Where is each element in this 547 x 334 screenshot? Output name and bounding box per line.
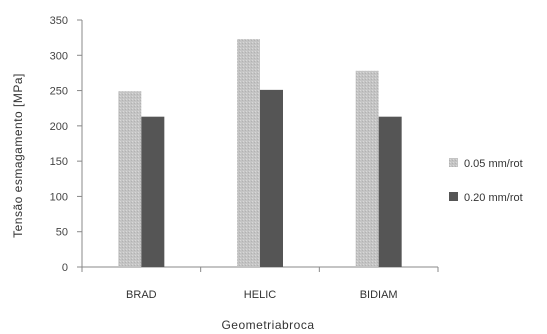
- legend-swatch-series-2: [449, 192, 458, 201]
- x-tick-label: BRAD: [126, 289, 157, 301]
- y-tick-label: 50: [56, 227, 68, 239]
- x-axis-title: Geometriabroca: [221, 318, 314, 332]
- legend-label-series-2: 0.20 mm/rot: [464, 192, 523, 204]
- legend-label-series-1: 0.05 mm/rot: [464, 158, 523, 170]
- y-tick-label: 250: [50, 86, 68, 98]
- bar-helic-series-2: [260, 89, 283, 267]
- bar-helic-series-1: [237, 39, 260, 267]
- x-tick-label: HELIC: [244, 289, 276, 301]
- y-tick-label: 100: [50, 191, 68, 203]
- y-tick-label: 350: [50, 15, 68, 27]
- y-tick-label: 200: [50, 121, 68, 133]
- bar-bidiam-series-1: [355, 70, 379, 267]
- bar-brad-series-1: [118, 91, 142, 267]
- bar-brad-series-2: [141, 116, 165, 267]
- y-axis-title: Tensão esmagamento [MPa]: [11, 73, 25, 238]
- y-tick-label: 150: [50, 156, 68, 168]
- y-tick-label: 0: [62, 262, 68, 274]
- y-tick-label: 300: [50, 50, 68, 62]
- bar-bidiam-series-2: [378, 116, 402, 267]
- x-tick-label: BIDIAM: [360, 289, 398, 301]
- legend-swatch-series-1: [449, 158, 458, 167]
